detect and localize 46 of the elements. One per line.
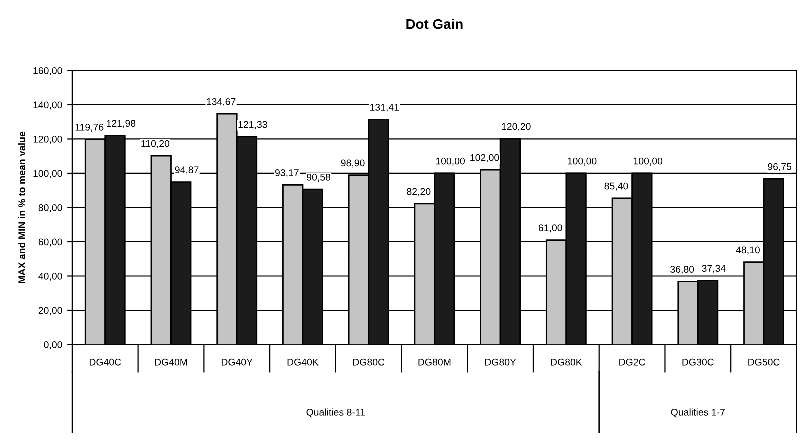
data-label: 85,40: [604, 182, 628, 191]
y-tick-label: 80,00: [38, 204, 62, 213]
data-label: 98,90: [341, 160, 365, 168]
data-label: 119,76: [76, 124, 104, 132]
data-label: 102,00: [470, 154, 500, 162]
x-tick-label: DG40M: [155, 358, 188, 366]
data-label: 61,00: [538, 224, 562, 233]
y-tick-label: 160,00: [34, 67, 62, 76]
x-tick-label: DG40C: [90, 358, 122, 366]
data-label: 90,58: [307, 174, 331, 182]
data-label: 93,17: [275, 170, 299, 178]
x-tick-label: DG50C: [748, 358, 780, 366]
y-axis-title: MAX and MIN in % to mean value: [18, 132, 26, 284]
x-tick-label: DG80C: [353, 358, 385, 366]
data-label: 121,98: [107, 120, 136, 128]
x-tick-label: DG80K: [551, 358, 582, 366]
y-tick-label: 140,00: [34, 102, 62, 110]
chart-title: Dot Gain: [406, 18, 463, 30]
data-label: 121,33: [238, 121, 268, 130]
data-label: 100,00: [436, 158, 465, 166]
data-label: 82,20: [407, 188, 431, 196]
data-label: 94,87: [175, 166, 199, 175]
y-tick-label: 40,00: [38, 272, 62, 282]
x-tick-label: DG80Y: [485, 358, 516, 366]
y-tick-label: 100,00: [34, 170, 62, 178]
text: Qualities 1-7: [671, 408, 725, 418]
data-label: 134,67: [207, 98, 236, 106]
data-label: 100,00: [634, 158, 663, 166]
data-label: 48,10: [736, 246, 760, 255]
x-tick-label: DG80M: [418, 358, 451, 366]
data-label: 110,20: [142, 140, 170, 148]
x-tick-label: DG40K: [288, 358, 319, 366]
data-label: 36,80: [670, 266, 694, 274]
data-label: 120,20: [502, 123, 531, 132]
data-label: 96,75: [768, 163, 792, 172]
y-tick-label: 20,00: [38, 307, 62, 316]
y-tick-label: 120,00: [34, 136, 62, 144]
y-tick-label: 60,00: [38, 238, 62, 247]
data-label: 100,00: [568, 158, 597, 166]
x-tick-label: DG40Y: [222, 358, 253, 366]
text: Qualities 8-11: [306, 408, 366, 418]
x-tick-label: DG2C: [620, 358, 646, 366]
y-tick-label: 0,00: [44, 341, 62, 350]
data-label: 37,34: [702, 265, 726, 274]
data-label: 131,41: [370, 104, 400, 112]
x-tick-label: DG30C: [682, 358, 714, 366]
